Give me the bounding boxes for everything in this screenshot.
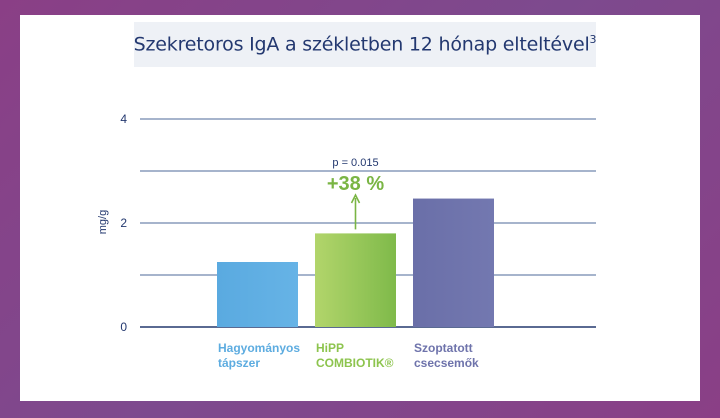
- x-tick-label: Szoptatott: [414, 341, 473, 355]
- chart-title: Szekretoros IgA a székletben 12 hónap el…: [133, 33, 597, 56]
- x-tick-label: HiPP: [316, 341, 344, 355]
- bar: [315, 233, 396, 327]
- percent-increase-label: +38 %: [327, 173, 384, 195]
- chart-title-box: Szekretoros IgA a székletben 12 hónap el…: [133, 22, 597, 67]
- bar: [217, 262, 298, 327]
- bar: [413, 198, 494, 327]
- chart-card: [20, 15, 700, 401]
- p-value-label: p = 0.015: [332, 157, 378, 169]
- title-footnote: 3: [589, 33, 597, 47]
- x-tick-label: COMBIOTIK®: [316, 356, 394, 370]
- y-tick-label: 4: [120, 112, 127, 126]
- y-tick-label: 0: [120, 320, 127, 334]
- y-axis-label: mg/g: [97, 210, 109, 234]
- x-tick-label: csecsemők: [414, 356, 479, 370]
- increase-arrow-head: [350, 193, 361, 204]
- y-tick-label: 2: [120, 216, 127, 230]
- x-tick-label: tápszer: [218, 356, 260, 370]
- x-tick-label: Hagyományos: [218, 341, 300, 355]
